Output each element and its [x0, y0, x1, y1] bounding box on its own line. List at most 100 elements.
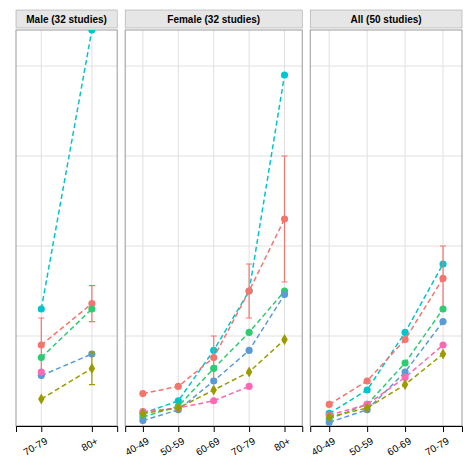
marks [38, 30, 96, 405]
title-band [125, 10, 302, 28]
title-band [310, 10, 462, 28]
marker [364, 386, 371, 393]
tick: 60-69 [385, 426, 413, 458]
tick: 50-59 [159, 426, 187, 458]
tick-label: 40-49 [123, 435, 151, 458]
grid-line-x [443, 30, 444, 426]
tick: 40-49 [309, 426, 337, 458]
grid [16, 30, 117, 426]
grid-line-y [310, 66, 462, 67]
panel: 40-4950-5960-6970-7980+Female (32 studie… [123, 10, 303, 458]
tick-mark [41, 426, 42, 432]
grid-line-x [329, 30, 330, 426]
marker [89, 363, 95, 374]
series-line [143, 291, 285, 417]
tick: 70-79 [423, 426, 451, 458]
series-line [329, 354, 443, 417]
marker [439, 341, 446, 348]
panel-title: Male (32 studies) [26, 14, 107, 25]
series-line [143, 219, 285, 394]
marker [38, 354, 45, 361]
marker [175, 383, 182, 390]
tick-mark [405, 426, 406, 432]
grid-line-x [405, 30, 406, 426]
tick: 40-49 [123, 426, 151, 458]
series-line [143, 295, 285, 421]
tick-mark [367, 426, 368, 432]
error-bar [440, 246, 446, 311]
marker [246, 366, 252, 377]
marker [281, 334, 287, 345]
tick-mark [178, 426, 179, 432]
series-line [143, 340, 285, 414]
marker [326, 411, 332, 422]
tick-mark [285, 426, 286, 432]
marker [210, 365, 217, 372]
marker [246, 329, 253, 336]
marker [440, 348, 446, 359]
grid [125, 30, 302, 426]
tick-label: 70-79 [22, 435, 50, 458]
series-line [329, 322, 443, 423]
plot-frame [125, 30, 302, 426]
tick-label: 50-59 [159, 435, 187, 458]
tick-label: 50-59 [347, 435, 375, 458]
marker [281, 291, 288, 298]
grid-line-x [367, 30, 368, 426]
error-bar [282, 156, 288, 282]
axis-line [311, 427, 463, 433]
panel-title: All (50 studies) [351, 14, 422, 25]
x-axis: 40-49 50-59 60-69 70-79 [309, 426, 462, 458]
tick-label: 60-69 [194, 435, 222, 458]
error-bar [38, 318, 44, 372]
tick-mark [143, 426, 144, 432]
error-bar [89, 352, 95, 384]
marker [38, 368, 45, 375]
error-bar [89, 286, 95, 322]
marker [246, 347, 253, 354]
plot-frame [16, 30, 117, 426]
marker [210, 354, 217, 361]
error-bar [211, 336, 217, 379]
grid-line-y [310, 246, 462, 247]
marks [326, 246, 447, 426]
grid-line-y [310, 156, 462, 157]
marker [38, 305, 45, 312]
tick-mark [329, 426, 330, 432]
grid-line-y [16, 66, 117, 67]
marker [246, 383, 253, 390]
marker [326, 401, 333, 408]
marker [402, 359, 409, 366]
tick-label: 80+ [80, 435, 100, 453]
plot-frame [310, 30, 462, 426]
tick: 70-79 [229, 426, 257, 458]
axis-line [126, 427, 303, 433]
marker [88, 305, 95, 312]
error-bar [246, 264, 252, 318]
tick-mark [249, 426, 250, 432]
grid-line-y [16, 246, 117, 247]
axis-line [17, 427, 118, 433]
title-band [16, 10, 117, 28]
marker [210, 384, 216, 395]
tick: 60-69 [194, 426, 222, 458]
marker [246, 287, 253, 294]
marker [88, 30, 95, 34]
series-line [41, 368, 92, 399]
tick-mark [214, 426, 215, 432]
tick: 50-59 [347, 426, 375, 458]
series-line [143, 75, 285, 413]
tick-label: 60-69 [385, 435, 413, 458]
marker [139, 390, 146, 397]
panel: 40-49 50-59 60-69 70-79 All (50 studies) [309, 10, 462, 458]
x-axis: 70-79 80+ [17, 426, 118, 458]
marker [402, 336, 409, 343]
marker [38, 393, 44, 404]
marker [246, 287, 253, 294]
panel: 70-79 80+ Male (32 studies) [16, 10, 118, 458]
grid-line-y [310, 336, 462, 337]
series-line [41, 309, 92, 358]
marker [439, 318, 446, 325]
marker [281, 215, 288, 222]
marker [281, 71, 288, 78]
